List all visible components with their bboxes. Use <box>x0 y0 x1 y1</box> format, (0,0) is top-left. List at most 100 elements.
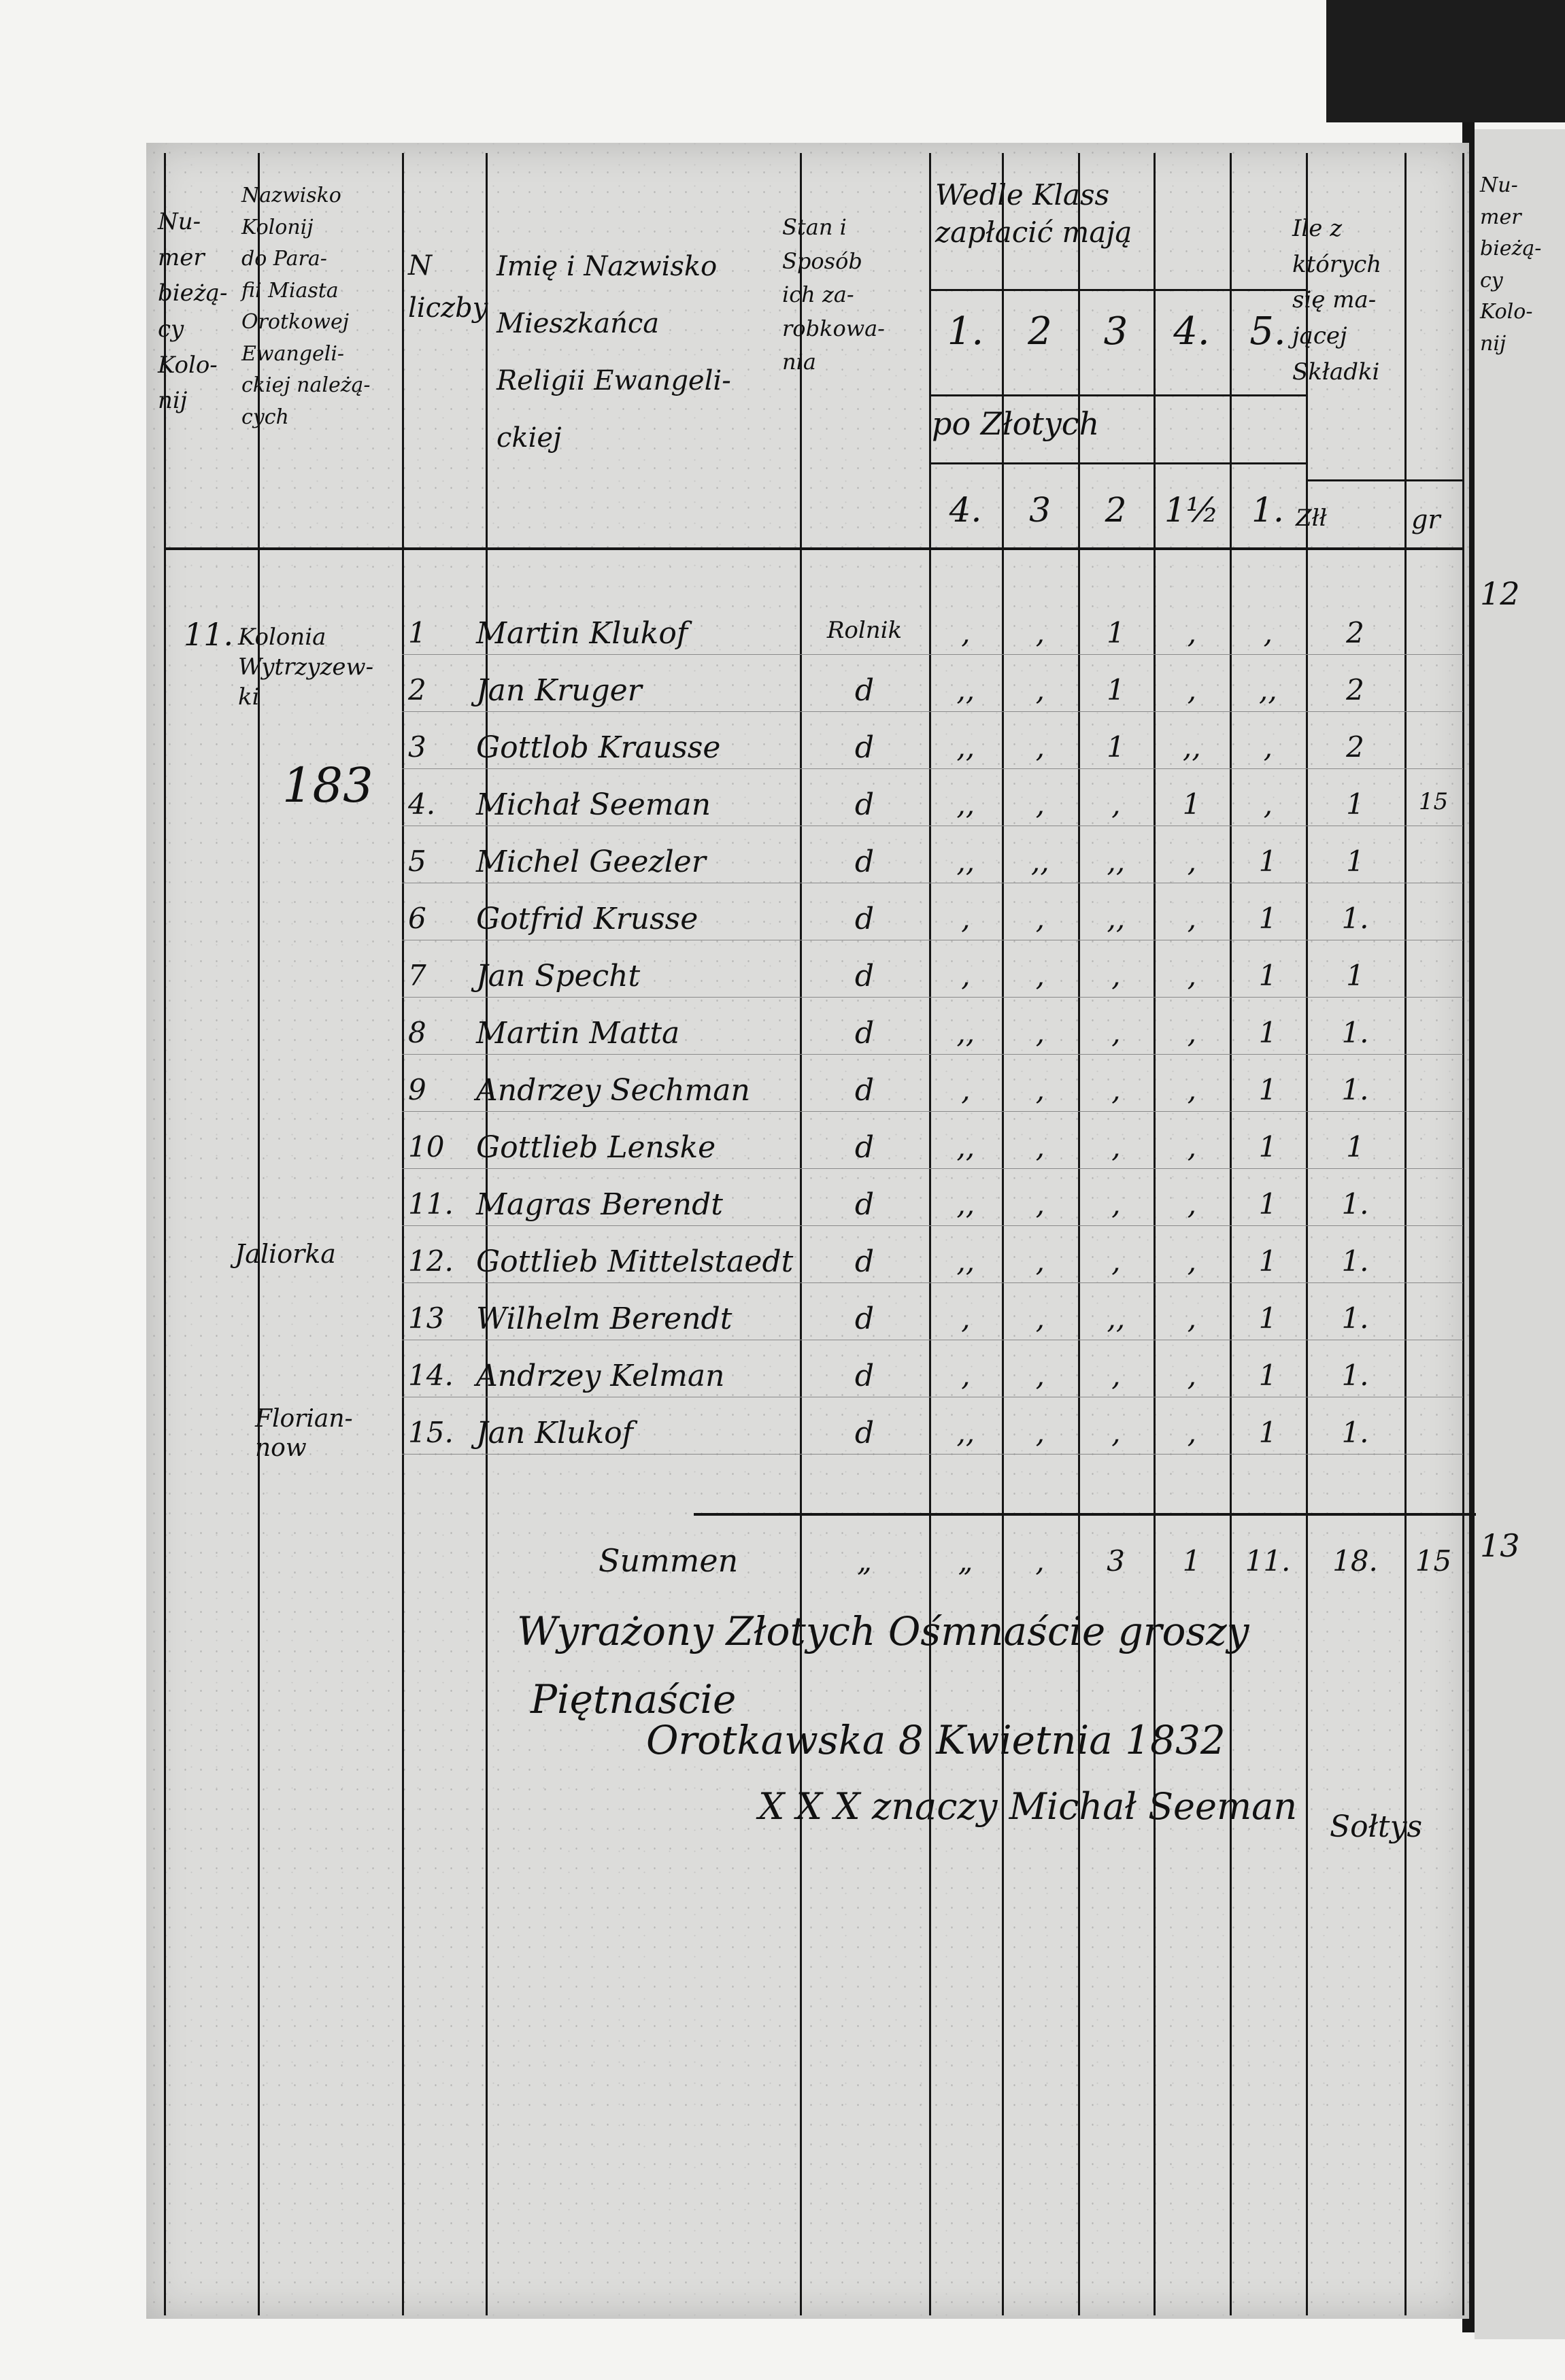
resident-name: Michał Seeman <box>476 787 711 822</box>
class-value: 1 <box>1258 1073 1277 1106</box>
resident-status: d <box>854 1244 875 1279</box>
contribution-zloty: 2 <box>1346 730 1364 764</box>
signature-title: Sołtys <box>1330 1809 1423 1844</box>
column-divider <box>1306 153 1308 2315</box>
header-colony-number: Nu- mer bieżą- cy Kolo- nij <box>158 208 228 415</box>
class-value: ‚ <box>1187 1416 1196 1449</box>
class-value: 1 <box>1107 730 1125 764</box>
class-value: ‚ <box>1187 1302 1196 1335</box>
resident-status: d <box>854 673 875 708</box>
class-value: ‚ <box>1187 902 1196 935</box>
class-value: ‚ <box>1111 1016 1121 1049</box>
class-value: ‚ <box>1111 959 1121 992</box>
resident-status: d <box>854 1130 875 1165</box>
class-value: ‚ <box>1035 1416 1045 1449</box>
resident-status: d <box>854 730 875 765</box>
class-header-rule <box>929 289 1306 291</box>
resident-status: d <box>854 1359 875 1393</box>
row-number: 6 <box>408 902 426 935</box>
contribution-zloty: 1. <box>1341 1416 1369 1449</box>
class-value: ‚ <box>1187 1359 1196 1392</box>
contribution-zloty: 1 <box>1346 787 1364 821</box>
class-value: ‚ <box>1187 1244 1196 1278</box>
header-classes-title: Wedle Klass zapłacić mają <box>935 178 1132 249</box>
adjacent-page-header: Nu- mer bieżą- cy Kolo- nij <box>1480 173 1542 356</box>
class-value: ‚ <box>1111 1073 1121 1106</box>
class-value: ‚ <box>1187 1187 1196 1221</box>
adjacent-page: Nu- mer bieżą- cy Kolo- nij 12 13 <box>1475 129 1565 2339</box>
class-value: ‚ <box>960 1073 971 1106</box>
row-rule <box>402 1454 1463 1455</box>
header-bottom-rule <box>164 547 1463 550</box>
resident-name: Gottlieb Mittelstaedt <box>476 1244 794 1279</box>
class-value: ‚ <box>1035 673 1045 707</box>
class-value: ‚ <box>1187 845 1196 878</box>
row-rule <box>402 1225 1463 1226</box>
class-value: ‚ <box>960 902 971 935</box>
class-value: ‚ <box>1111 1416 1121 1449</box>
contribution-zloty: 1. <box>1341 1016 1369 1049</box>
class-value: 1 <box>1258 1016 1277 1049</box>
row-rule <box>402 654 1463 655</box>
class-value: ‚ <box>1187 1130 1196 1163</box>
class-value: 1 <box>1258 1302 1277 1335</box>
class-value: ‚ <box>1035 1073 1045 1106</box>
resident-status: d <box>854 902 875 936</box>
class-value: ‚ <box>1187 673 1196 707</box>
contribution-zloty: 1. <box>1341 1359 1369 1392</box>
header-grosz: gr <box>1411 505 1441 534</box>
resident-status: d <box>854 959 875 993</box>
place-and-date: Orotkawska 8 Kwietnia 1832 <box>646 1717 1226 1763</box>
class-value: ‚‚ <box>956 1416 975 1449</box>
summary-class-value: 1 <box>1182 1544 1201 1578</box>
class-value: ‚‚ <box>1107 1302 1125 1335</box>
class-value: ‚ <box>1035 1359 1045 1392</box>
class-number: 1. <box>947 309 984 354</box>
summary-label: Summen <box>599 1542 739 1579</box>
class-value: 1 <box>1258 1187 1277 1221</box>
contribution-zloty: 1 <box>1346 1130 1364 1163</box>
row-number: 11. <box>408 1187 454 1221</box>
contribution-zloty: 1. <box>1341 1073 1369 1106</box>
row-rule <box>402 1111 1463 1112</box>
header-colony-name: Nazwisko Kolonij do Para- fii Miasta Oro… <box>241 184 371 429</box>
amount-words-continued: Piętnaście <box>531 1676 737 1722</box>
resident-name: Gotfrid Krusse <box>476 902 699 936</box>
resident-name: Andrzey Kelman <box>476 1359 725 1393</box>
resident-name: Jan Kruger <box>476 673 642 708</box>
class-value: ‚‚ <box>1030 845 1049 878</box>
resident-name: Martin Matta <box>476 1016 680 1051</box>
resident-name: Gottlieb Lenske <box>476 1130 716 1165</box>
class-value: ‚ <box>1035 902 1045 935</box>
class-value: ‚‚ <box>956 787 975 821</box>
class-value: ‚ <box>1035 616 1045 649</box>
class-value: 1 <box>1258 959 1277 992</box>
row-number: 8 <box>408 1016 426 1049</box>
contribution-zloty: 1 <box>1346 845 1364 878</box>
summary-class-value: „ <box>958 1544 973 1578</box>
summary-zloty: 18. <box>1332 1544 1378 1578</box>
class-value: 1 <box>1182 787 1201 821</box>
row-number: 2 <box>408 673 426 707</box>
row-number: 9 <box>408 1073 426 1106</box>
contribution-zloty: 1. <box>1341 902 1369 935</box>
summary-class-value: 11. <box>1245 1544 1291 1578</box>
colony-name: Florian- now <box>255 1405 353 1463</box>
column-divider <box>164 153 166 2315</box>
class-value: ‚‚ <box>956 673 975 707</box>
class-value: ‚ <box>1035 1244 1045 1278</box>
resident-name: Martin Klukof <box>476 616 688 651</box>
row-rule <box>402 1168 1463 1169</box>
resident-name: Jan Klukof <box>476 1416 633 1450</box>
colony-note: 183 <box>282 758 373 813</box>
column-divider <box>258 153 260 2315</box>
row-number: 10 <box>408 1130 445 1163</box>
row-number: 1 <box>408 616 426 649</box>
resident-name: Michel Geezler <box>476 845 706 879</box>
column-divider <box>402 153 404 2315</box>
class-value: ‚ <box>960 959 971 992</box>
class-value: ‚ <box>1111 1359 1121 1392</box>
resident-status: d <box>854 1016 875 1051</box>
class-value: ‚‚ <box>956 1187 975 1221</box>
column-divider <box>800 153 802 2315</box>
